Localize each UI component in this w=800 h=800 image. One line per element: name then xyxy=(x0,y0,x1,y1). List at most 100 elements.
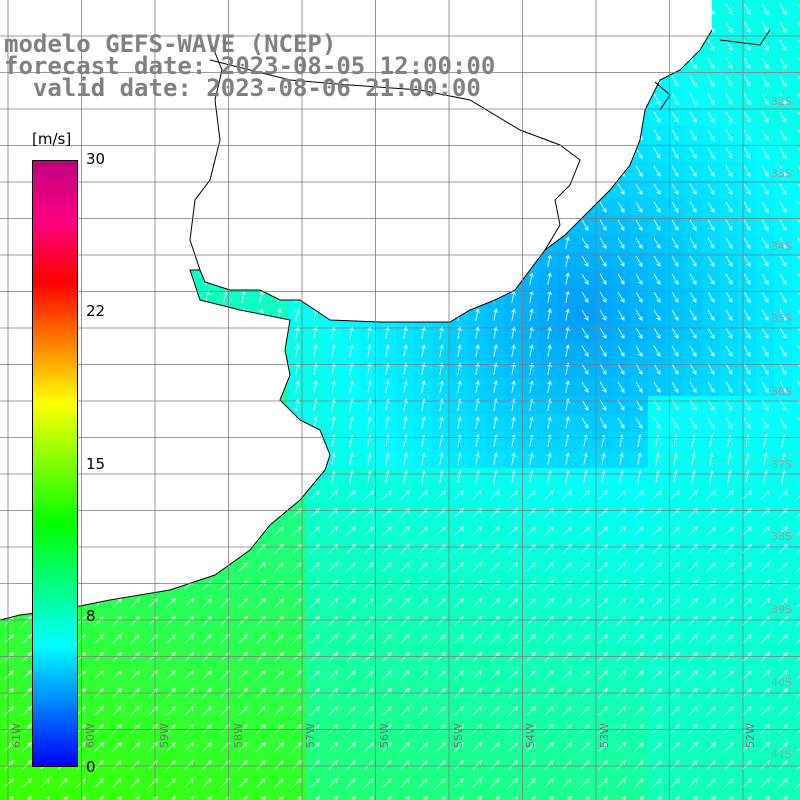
wind-arrow xyxy=(581,255,589,267)
wind-arrow xyxy=(22,706,32,716)
wind-arrow xyxy=(671,345,679,357)
wind-arrow xyxy=(385,362,390,375)
wind-arrow xyxy=(688,634,698,644)
wind-arrow xyxy=(760,616,770,626)
wind-arrow xyxy=(475,362,480,375)
wind-arrow xyxy=(493,416,498,429)
wind-arrow xyxy=(490,670,500,680)
lat-label: 34S xyxy=(771,240,792,253)
wind-arrow xyxy=(688,724,698,734)
wind-speed-cell xyxy=(432,792,450,800)
wind-arrow xyxy=(635,183,643,195)
wind-arrow xyxy=(310,652,320,662)
wind-arrow xyxy=(670,760,680,770)
wind-arrow xyxy=(202,670,212,680)
wind-arrow xyxy=(472,742,482,752)
wind-arrow xyxy=(328,742,338,752)
wind-arrow xyxy=(689,309,697,321)
wind-arrow xyxy=(4,652,14,662)
wind-arrow xyxy=(598,490,608,500)
wind-arrow xyxy=(490,742,500,752)
wind-arrow xyxy=(405,796,410,800)
wind-arrow xyxy=(526,778,536,788)
wind-arrow xyxy=(418,778,428,788)
wind-arrow xyxy=(4,634,14,644)
wind-arrow xyxy=(76,652,86,662)
wind-speed-cell xyxy=(792,630,800,648)
wind-arrow xyxy=(202,724,212,734)
wind-speed-cell xyxy=(396,792,414,800)
wind-arrow xyxy=(403,344,408,357)
wind-arrow xyxy=(743,237,751,249)
wind-arrow xyxy=(367,362,372,375)
wind-speed-cell xyxy=(792,774,800,792)
wind-arrow xyxy=(635,165,643,177)
wind-arrow xyxy=(743,111,751,123)
wind-arrow xyxy=(598,778,608,788)
wind-arrow xyxy=(382,616,392,626)
wind-arrow xyxy=(616,634,626,644)
wind-arrow xyxy=(94,634,104,644)
wind-arrow xyxy=(256,598,266,608)
wind-speed-cell xyxy=(504,792,522,800)
wind-arrow xyxy=(328,526,338,536)
wind-speed-cell xyxy=(792,486,800,504)
wind-arrow xyxy=(653,273,661,285)
wind-speed-cell xyxy=(558,792,576,800)
wind-arrow xyxy=(671,111,679,123)
wind-arrow xyxy=(653,291,661,303)
wind-arrow xyxy=(671,399,679,411)
wind-arrow xyxy=(585,796,590,800)
wind-arrow xyxy=(382,652,392,662)
wind-arrow xyxy=(367,416,372,429)
wind-arrow xyxy=(671,75,679,87)
wind-arrow xyxy=(385,416,390,429)
wind-arrow xyxy=(529,308,534,321)
wind-arrow xyxy=(707,399,715,411)
wind-arrow xyxy=(743,147,751,159)
wind-arrow xyxy=(472,724,482,734)
wind-speed-cell xyxy=(792,54,800,72)
wind-arrow xyxy=(743,345,751,357)
wind-speed-cell xyxy=(792,450,800,468)
land-mass xyxy=(0,29,771,621)
wind-arrow xyxy=(689,183,697,195)
wind-arrow xyxy=(707,219,715,231)
wind-speed-cell xyxy=(792,360,800,378)
wind-arrow xyxy=(382,724,392,734)
wind-arrow xyxy=(184,616,194,626)
wind-arrow xyxy=(508,760,518,770)
lon-label: 55W xyxy=(452,723,465,748)
wind-arrow xyxy=(742,490,752,500)
wind-arrow xyxy=(349,344,354,357)
wind-arrow xyxy=(637,452,642,465)
wind-arrow xyxy=(653,381,661,393)
wind-arrow xyxy=(547,380,552,393)
wind-arrow xyxy=(706,598,716,608)
wind-arrow xyxy=(761,219,769,231)
wind-arrow xyxy=(725,363,733,375)
wind-arrow xyxy=(743,363,751,375)
wind-arrow xyxy=(418,490,428,500)
wind-arrow xyxy=(403,362,408,375)
wind-arrow xyxy=(274,742,284,752)
wind-arrow xyxy=(779,183,787,195)
wind-arrow xyxy=(689,363,697,375)
wind-arrow xyxy=(472,598,482,608)
wind-arrow xyxy=(688,526,698,536)
wind-arrow xyxy=(400,742,410,752)
wind-arrow xyxy=(400,724,410,734)
wind-arrow xyxy=(761,381,769,393)
wind-arrow xyxy=(599,327,607,339)
wind-arrow xyxy=(238,598,248,608)
wind-arrow xyxy=(94,778,104,788)
wind-arrow xyxy=(653,183,661,195)
wind-arrow xyxy=(274,598,284,608)
wind-arrow xyxy=(724,598,734,608)
wind-arrow xyxy=(328,598,338,608)
wind-arrow xyxy=(544,724,554,734)
wind-speed-cell xyxy=(90,792,108,800)
wind-arrow xyxy=(274,634,284,644)
lat-label: 36S xyxy=(771,385,792,398)
